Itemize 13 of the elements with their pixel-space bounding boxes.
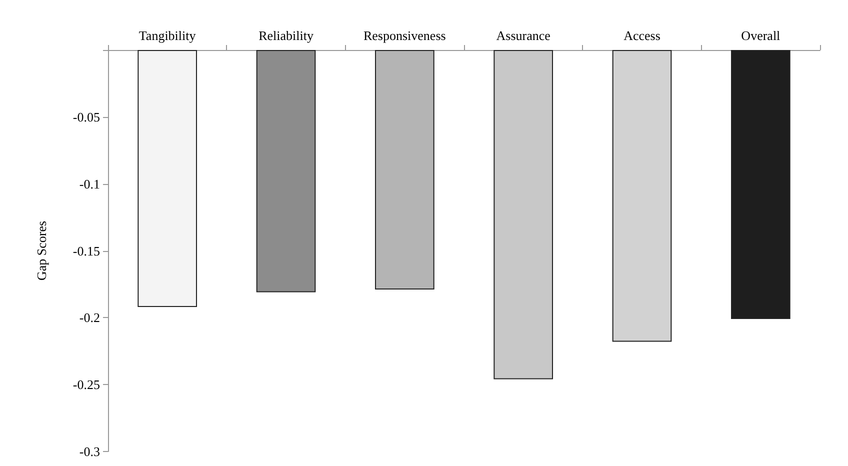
y-axis-title: Gap Scores <box>34 220 49 281</box>
y-tick-label: -0.3 <box>79 444 100 459</box>
y-tick-label: -0.15 <box>72 243 100 258</box>
y-tick-label: -0.05 <box>72 109 100 124</box>
x-tick-label: Reliability <box>258 28 314 43</box>
y-tick-label: -0.25 <box>72 377 100 392</box>
x-tick-label: Access <box>624 28 660 43</box>
y-tick-label: -0.1 <box>79 176 100 192</box>
x-tick-label: Responsiveness <box>363 28 446 43</box>
x-tick-label: Tangibility <box>138 28 196 43</box>
x-tick-label: Overall <box>741 28 781 43</box>
y-tick-label: -0.2 <box>79 310 100 326</box>
x-tick-label: Assurance <box>496 28 551 43</box>
